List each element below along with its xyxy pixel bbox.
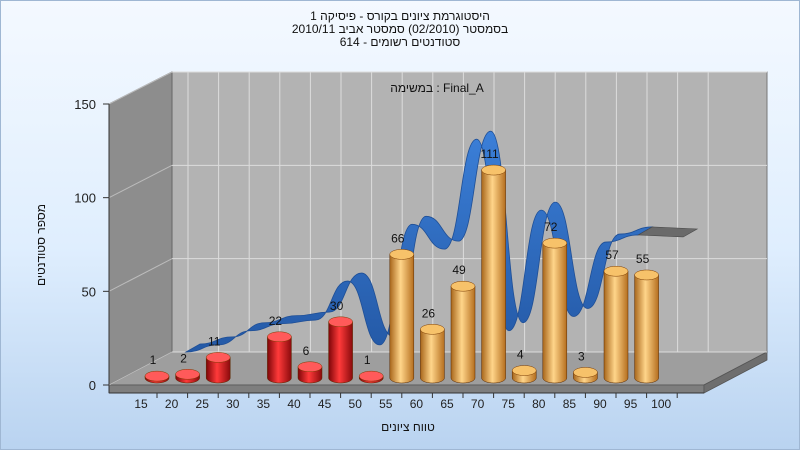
bar-value-label: 11 (208, 334, 221, 348)
y-gridline-side (108, 71, 173, 105)
y-gridline-side (108, 164, 173, 199)
x-tick-label: 60 (410, 397, 424, 411)
bar (205, 352, 231, 384)
y-tick-label: 150 (74, 97, 96, 112)
chart-subtitle-semester: בסמסטר (02/2010) סמסטר אביב 2010/11 (291, 22, 509, 36)
bar-value-label: 111 (480, 147, 499, 161)
x-tick-label: 15 (134, 397, 148, 411)
chart-title: היסטוגרמת ציונים בקורס - פיסיקה 1 (310, 9, 490, 23)
x-tick-label: 30 (226, 397, 240, 411)
bar (175, 369, 200, 384)
y-tick-label: 50 (82, 284, 96, 299)
data-labels: 1 2 11 22 6 30 1 66 26 49 111 4 72 3 57 55 (150, 147, 650, 367)
x-tick-label: 100 (651, 397, 671, 411)
bar-value-label: 3 (578, 349, 585, 363)
bar-value-label: 49 (452, 263, 466, 277)
bar (328, 316, 353, 384)
bar (511, 365, 537, 384)
y-gridline-side (108, 258, 173, 292)
x-tick-label: 55 (379, 397, 393, 411)
bar (297, 361, 323, 384)
bar (603, 265, 629, 384)
bar-value-label: 26 (422, 306, 436, 320)
left-wall (108, 71, 173, 386)
x-axis-ticks: 15 20 25 30 35 40 45 50 55 60 65 70 75 80 85 90 95 100 (134, 393, 678, 411)
bar-series (144, 164, 659, 384)
bar (144, 370, 170, 384)
bar-value-label: 2 (180, 351, 187, 365)
x-tick-label: 40 (287, 397, 301, 411)
x-tick-label: 90 (593, 397, 607, 411)
y-axis-ticks: 0 50 100 150 (74, 97, 109, 393)
bar-value-label: 1 (150, 353, 157, 367)
ribbon-tail (637, 226, 699, 238)
bar-value-label: 30 (330, 299, 344, 313)
x-tick-label: 35 (257, 397, 271, 411)
bar-value-label: 4 (517, 348, 524, 362)
x-tick-label: 25 (196, 397, 210, 411)
bar-value-label: 55 (636, 252, 650, 266)
bar (481, 164, 506, 384)
x-tick-label: 65 (440, 397, 454, 411)
bar-value-label: 66 (391, 231, 405, 245)
bar (542, 237, 568, 384)
bar-value-label: 57 (605, 248, 619, 262)
bar-value-label: 22 (269, 314, 283, 328)
y-tick-label: 100 (74, 191, 96, 206)
gridlines (108, 71, 767, 386)
bar (389, 249, 415, 384)
bar (420, 324, 445, 384)
y-tick-label: 0 (89, 378, 96, 393)
floor-front-edge (108, 384, 705, 394)
bar (267, 331, 292, 384)
chart-title-block: היסטוגרמת ציונים בקורס - פיסיקה 1 בסמסטר… (0, 10, 800, 49)
x-tick-label: 70 (471, 397, 485, 411)
bar (573, 367, 598, 384)
x-tick-label: 45 (318, 397, 332, 411)
x-tick-label: 95 (624, 397, 638, 411)
bar (450, 280, 476, 384)
x-tick-label: 50 (349, 397, 363, 411)
bar-value-label: 72 (544, 220, 558, 234)
bar (358, 370, 384, 384)
chart-subtitle-students: סטודנטים רשומים - 614 (339, 35, 461, 49)
x-tick-label: 80 (532, 397, 546, 411)
x-axis-label: טווח ציונים (381, 420, 435, 434)
x-tick-label: 85 (563, 397, 577, 411)
bar-value-label: 1 (364, 353, 371, 367)
task-annotation: במשימה : Final_A (390, 81, 484, 95)
floor-side-edge (703, 351, 768, 394)
y-axis-label: מספר סטודנטים (34, 204, 48, 286)
x-tick-label: 20 (165, 397, 179, 411)
x-tick-label: 75 (502, 397, 516, 411)
bar-value-label: 6 (303, 344, 310, 358)
y-gridline-side (108, 351, 173, 386)
bar (634, 269, 659, 384)
